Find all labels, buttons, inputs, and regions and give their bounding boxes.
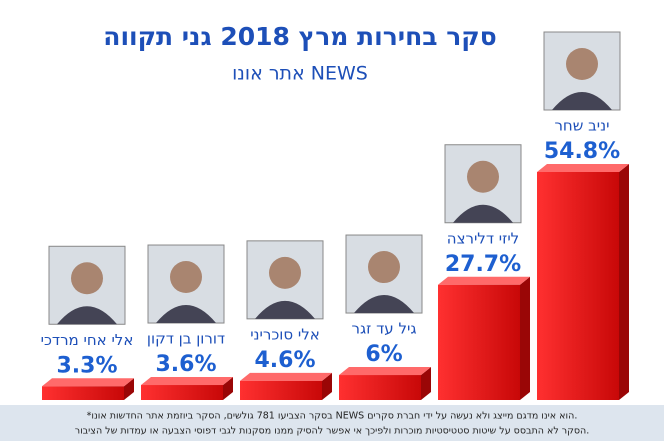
value-label: 27.7%: [445, 252, 521, 277]
value-label: 6%: [365, 342, 402, 367]
bar: [42, 386, 124, 400]
photo-body: [552, 92, 612, 110]
photo-body: [57, 306, 117, 325]
bar-side: [322, 372, 332, 400]
bar-side: [124, 378, 134, 400]
bar: [438, 284, 520, 400]
photo-head: [566, 48, 598, 80]
chart-title: סקר בחירות מרץ 2018 גני תקווה: [103, 22, 496, 51]
category-label: אלי סוכריני: [250, 325, 320, 343]
bar: [339, 375, 421, 400]
bar: [537, 172, 619, 400]
photo-head: [170, 261, 202, 294]
photo-body: [453, 204, 513, 223]
bar-side: [223, 377, 233, 400]
bar: [240, 380, 322, 400]
photo-body: [354, 295, 414, 314]
bar-top: [438, 276, 530, 285]
value-label: 54.8%: [544, 139, 620, 164]
value-label: 4.6%: [254, 348, 315, 373]
photo: [543, 31, 621, 111]
bar-side: [619, 164, 629, 400]
value-label: 3.6%: [155, 352, 216, 377]
photo-head: [269, 256, 301, 289]
bar-top: [42, 378, 134, 387]
bar-top: [537, 164, 629, 172]
photo: [48, 245, 126, 325]
bar: [141, 385, 223, 400]
category-label: אלי אחי מרדכי: [41, 331, 134, 349]
bar-side: [520, 276, 530, 400]
photo: [345, 234, 423, 314]
value-label: 3.3%: [56, 353, 117, 378]
bar-side: [421, 367, 431, 400]
photo-body: [156, 305, 216, 324]
category-label: גיל עד זגר: [351, 320, 416, 338]
photo-head: [368, 251, 400, 284]
photo: [147, 244, 225, 324]
chart-subtitle: אתר אונו NEWS: [232, 63, 368, 85]
category-label: ליזי דלירצה: [447, 229, 519, 247]
photo: [246, 240, 324, 320]
bar-top: [141, 377, 233, 386]
photo-body: [255, 300, 315, 319]
category-label: דורון בן דקון: [147, 330, 225, 348]
footnote: *בסקר הצביעו 781 גולשים, הסקר ביוזמת אתר…: [87, 411, 578, 422]
photo-head: [467, 160, 499, 193]
category-label: יניב שחר: [554, 117, 609, 135]
photo: [444, 144, 522, 224]
footnote: הסקר לא התבסס על שיטות סטטיסטיות מוכרות …: [75, 426, 590, 437]
bar-top: [240, 372, 332, 381]
photo-head: [71, 262, 103, 295]
bar-top: [339, 367, 431, 376]
footer: [0, 405, 664, 441]
